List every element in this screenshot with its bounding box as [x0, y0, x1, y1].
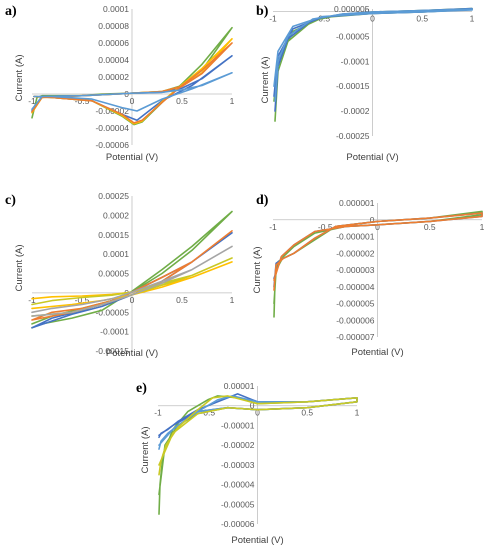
series-line-b-1: [273, 7, 473, 112]
y-tick-label-e: -0.00004: [221, 480, 255, 490]
x-axis-title-a: Potential (V): [106, 152, 158, 163]
y-tick-label-b: 0.000005: [334, 4, 370, 14]
y-tick-label-c: 0.0002: [103, 210, 129, 220]
y-tick-label-a: -0.00006: [95, 140, 129, 150]
x-tick-label-b: 0: [370, 13, 375, 23]
x-tick-label-b: 1: [470, 13, 475, 23]
x-tick-label-d: 0.5: [424, 222, 436, 232]
y-tick-label-e: 0: [250, 401, 255, 411]
y-tick-label-c: 0.0001: [103, 249, 129, 259]
x-tick-label-e: -1: [154, 408, 162, 418]
y-tick-label-e: -0.00005: [221, 499, 255, 509]
x-tick-label-a: -1: [28, 96, 36, 106]
y-tick-label-a: 0.00002: [98, 72, 129, 82]
x-tick-label-d: -1: [269, 222, 277, 232]
series-line-d-2: [273, 212, 483, 291]
x-tick-label-c: 0.5: [176, 295, 188, 305]
x-tick-label-c: 0: [130, 295, 135, 305]
series-line-a-4: [31, 72, 233, 112]
x-axis-title-b: Potential (V): [346, 152, 398, 163]
y-tick-label-d: -0.000002: [336, 248, 375, 258]
series-line-c-5: [31, 245, 233, 317]
y-tick-label-c: -0.00015: [95, 346, 129, 356]
x-axis-title-e: Potential (V): [231, 535, 283, 546]
y-tick-label-b: -0.0001: [341, 56, 370, 66]
y-tick-label-d: -0.000007: [336, 332, 375, 342]
y-axis-title-d: Current (A): [252, 247, 263, 294]
y-tick-label-a: -0.00004: [95, 123, 129, 133]
y-tick-label-a: 0.00008: [98, 21, 129, 31]
y-tick-label-a: 0.0001: [103, 4, 129, 14]
x-tick-label-c: 1: [230, 295, 235, 305]
x-tick-label-b: 0.5: [416, 13, 428, 23]
y-tick-label-c: -0.00005: [95, 307, 129, 317]
y-tick-label-d: 0: [370, 215, 375, 225]
x-axis-title-c: Potential (V): [106, 348, 158, 359]
panel-label-c: c): [5, 193, 16, 208]
y-tick-label-c: -0.0001: [100, 327, 129, 337]
y-tick-label-e: 0.00001: [224, 381, 255, 391]
y-tick-label-c: 0.00015: [98, 230, 129, 240]
y-tick-label-e: -0.00002: [221, 440, 255, 450]
panel-label-e: e): [136, 381, 147, 396]
y-tick-label-b: -0.00005: [336, 31, 370, 41]
x-tick-label-c: -1: [28, 295, 36, 305]
x-tick-label-b: -1: [269, 13, 277, 23]
y-axis-title-b: Current (A): [260, 57, 271, 104]
y-tick-label-d: -0.000006: [336, 315, 375, 325]
y-tick-label-d: -0.000005: [336, 299, 375, 309]
x-tick-label-d: 1: [480, 222, 485, 232]
y-tick-label-b: -0.0002: [341, 106, 370, 116]
x-axis-title-d: Potential (V): [351, 347, 403, 358]
y-tick-label-b: -0.00015: [336, 81, 370, 91]
y-axis-title-c: Current (A): [14, 245, 25, 292]
x-tick-label-a: 1: [230, 96, 235, 106]
x-tick-label-a: 0: [130, 96, 135, 106]
panel-label-b: b): [256, 4, 269, 19]
x-tick-label-e: 0: [255, 408, 260, 418]
y-tick-label-a: 0.00004: [98, 55, 129, 65]
series-line-e-3: [158, 395, 358, 476]
y-tick-label-e: -0.00001: [221, 420, 255, 430]
y-tick-label-e: -0.00003: [221, 460, 255, 470]
x-tick-label-a: -0.5: [75, 96, 90, 106]
y-tick-label-c: 0.00025: [98, 191, 129, 201]
x-tick-label-d: 0: [375, 222, 380, 232]
series-line-b-2: [273, 8, 473, 102]
x-tick-label-c: -0.5: [75, 295, 90, 305]
y-axis-title-e: Current (A): [140, 427, 151, 474]
x-tick-label-a: 0.5: [176, 96, 188, 106]
y-tick-label-d: -0.000003: [336, 265, 375, 275]
y-tick-label-c: 0.00005: [98, 269, 129, 279]
y-tick-label-b: -0.00025: [336, 131, 370, 141]
y-tick-label-d: -0.000004: [336, 282, 375, 292]
panel-label-a: a): [5, 4, 17, 19]
y-tick-label-a: 0.00006: [98, 38, 129, 48]
y-tick-label-e: -0.00006: [221, 519, 255, 529]
y-tick-label-b: 0: [365, 6, 370, 16]
x-tick-label-e: 0.5: [301, 408, 313, 418]
x-tick-label-e: -0.5: [200, 408, 215, 418]
x-tick-label-d: -0.5: [318, 222, 333, 232]
y-tick-label-d: 0.000001: [339, 198, 375, 208]
y-axis-title-a: Current (A): [14, 55, 25, 102]
y-tick-label-d: -0.000001: [336, 232, 375, 242]
panel-label-d: d): [256, 193, 269, 208]
x-tick-label-e: 1: [355, 408, 360, 418]
